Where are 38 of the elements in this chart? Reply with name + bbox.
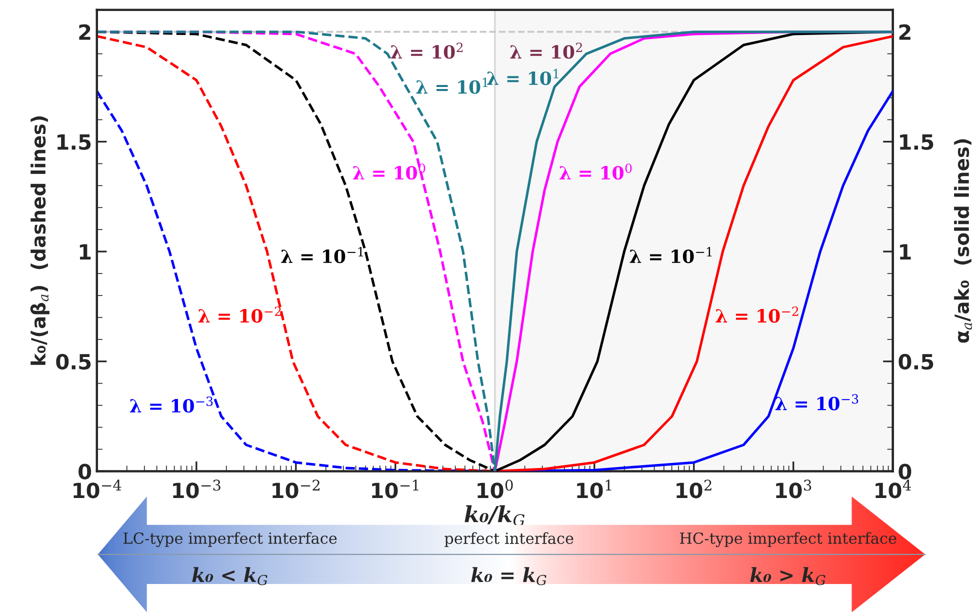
series-label: λ = 10$^{0}$ bbox=[560, 163, 632, 180]
x-tick-label: 10$^{1}$ bbox=[577, 480, 612, 498]
x-tick-label: 10$^{−3}$ bbox=[173, 480, 220, 498]
y-tick-label: 1 bbox=[80, 244, 91, 260]
text: k₀ = k$_{G}$ bbox=[471, 567, 546, 586]
series-label: λ = 10$^{−2}$ bbox=[198, 306, 281, 323]
y2-tick-label: 0.5 bbox=[898, 354, 934, 370]
text: HC-type imperfect interface bbox=[680, 532, 896, 548]
x-tick-label: 10$^{−2}$ bbox=[272, 480, 320, 498]
annotation: λ = 10$^{2}$ bbox=[390, 42, 463, 59]
series-label: λ = 10$^{1}$ bbox=[416, 78, 488, 94]
y-tick-label: 0 bbox=[78, 464, 92, 480]
x-tick-label: 10$^{4}$ bbox=[876, 480, 911, 498]
text: k₀ < k$_{G}$ bbox=[192, 567, 268, 586]
series-label: λ = 10$^{−3}$ bbox=[775, 394, 858, 410]
series-label: λ = 10$^{−1}$ bbox=[630, 246, 712, 264]
series-label: λ = 10$^{−3}$ bbox=[130, 396, 213, 413]
y2-tick-label: 2 bbox=[899, 24, 910, 40]
y2-tick-label: 1 bbox=[900, 244, 911, 260]
y-tick-label: 0.5 bbox=[56, 354, 91, 370]
y2-axis-title: α$_{a}$/ak₀ (solid lines) bbox=[954, 139, 972, 343]
y-tick-label: 2 bbox=[79, 24, 90, 40]
series-label: λ = 10$^{1}$ bbox=[487, 68, 558, 86]
series-label: λ = 10$^{−1}$ bbox=[281, 246, 364, 264]
x-tick-label: 10$^{2}$ bbox=[676, 480, 712, 498]
x-tick-label: 10$^{0}$ bbox=[478, 480, 513, 498]
x-tick-label: 10$^{3}$ bbox=[776, 480, 812, 498]
text: perfect interface bbox=[444, 532, 574, 548]
text: k₀ > k$_{G}$ bbox=[750, 567, 826, 586]
y-axis-title: k₀/(aβ$_{a}$) (dashed lines) bbox=[30, 116, 50, 365]
y-tick-label: 1.5 bbox=[58, 134, 91, 150]
y2-tick-label: 0 bbox=[898, 464, 912, 480]
series-label: λ = 10$^{−2}$ bbox=[716, 306, 798, 323]
y2-tick-label: 1.5 bbox=[900, 134, 934, 150]
text: LC-type imperfect interface bbox=[124, 532, 337, 548]
x-tick-label: 10$^{−1}$ bbox=[372, 480, 418, 498]
x-tick-label: 10$^{−4}$ bbox=[74, 480, 122, 498]
annotation: λ = 10$^{2}$ bbox=[510, 42, 582, 59]
